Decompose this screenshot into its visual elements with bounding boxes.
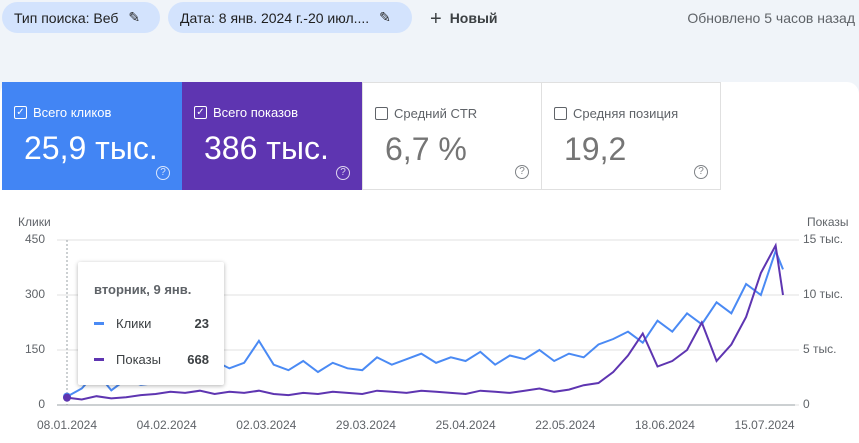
y2-axis-label: Показы (807, 215, 848, 229)
filter-chip[interactable]: Тип поиска: Веб ✎ (2, 2, 160, 33)
filter-label: Дата: 8 янв. 2024 г.-20 июл.... (180, 9, 370, 26)
metric-card[interactable]: Средний CTR 6,7 %? (362, 82, 542, 190)
metric-label: Всего показов (213, 105, 298, 120)
y2-tick-label: 0 (803, 397, 810, 411)
new-button[interactable]: + Новый (430, 8, 498, 30)
y2-tick-label: 5 тыс. (803, 342, 836, 356)
metric-card[interactable]: Средняя позиция 19,2? (541, 82, 721, 190)
x-tick-label: 18.06.2024 (635, 418, 695, 432)
y-tick-label: 300 (25, 287, 45, 301)
new-label: Новый (449, 10, 498, 26)
metric-value: 6,7 % (385, 131, 467, 167)
y2-tick-label: 10 тыс. (803, 287, 843, 301)
x-tick-label: 02.03.2024 (236, 418, 296, 432)
filter-label: Тип поиска: Веб (14, 9, 119, 26)
x-tick-label: 04.02.2024 (137, 418, 197, 432)
filter-chip[interactable]: Дата: 8 янв. 2024 г.-20 июл.... ✎ (168, 2, 412, 33)
y-tick-label: 0 (38, 397, 45, 411)
metric-value: 19,2 (564, 131, 627, 167)
metric-value: 25,9 тыс. (24, 130, 158, 166)
tooltip-value: 23 (194, 316, 209, 331)
metric-label: Средняя позиция (573, 106, 679, 121)
metric-value: 386 тыс. (204, 130, 329, 166)
tooltip-value: 668 (187, 352, 209, 367)
y-tick-label: 150 (25, 342, 45, 356)
x-tick-label: 25.04.2024 (436, 418, 496, 432)
metric-card[interactable]: ✓ Всего показов 386 тыс.? (182, 82, 362, 190)
series-line (66, 242, 784, 401)
x-tick-label: 29.03.2024 (336, 418, 396, 432)
metric-label: Всего кликов (33, 105, 112, 120)
metric-label: Средний CTR (394, 106, 478, 121)
tooltip: вторник, 9 янв. Клики 23 Показы 668 (78, 262, 224, 385)
y2-tick-label: 15 тыс. (803, 232, 843, 246)
tooltip-label: Показы (116, 352, 161, 367)
hover-dot (63, 393, 71, 402)
y-axis-label: Клики (18, 215, 51, 229)
x-tick-label: 22.05.2024 (535, 418, 595, 432)
y-tick-label: 450 (25, 232, 45, 246)
tooltip-label: Клики (116, 316, 152, 331)
x-tick-label: 08.01.2024 (37, 418, 97, 432)
updated-text: Обновлено 5 часов назад (687, 10, 855, 26)
tooltip-title: вторник, 9 янв. (94, 282, 192, 297)
x-tick-label: 15.07.2024 (735, 418, 795, 432)
metric-card[interactable]: ✓ Всего кликов 25,9 тыс.? (2, 82, 182, 190)
